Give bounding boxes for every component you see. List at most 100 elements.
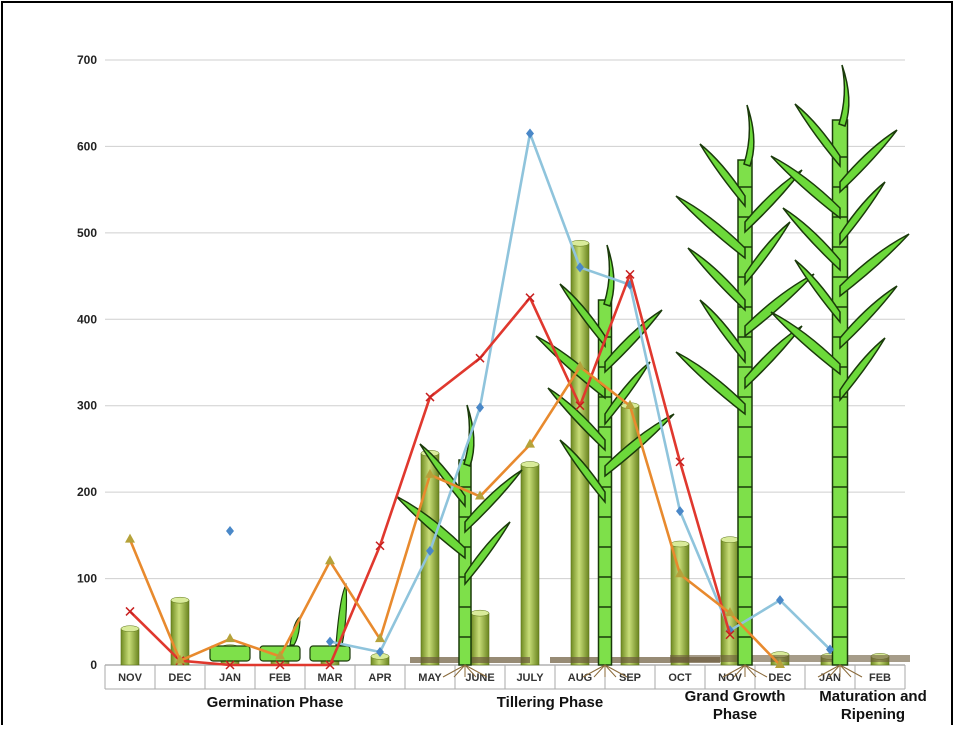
cane-leaf-icon [559,439,606,505]
x-tick-label: JAN [819,672,841,684]
triangle-point [475,490,485,500]
diamond-point [526,128,534,139]
x-point [125,606,135,616]
y-tick-label: 500 [77,226,97,240]
root-icon [604,664,617,678]
y-tick-label: 400 [77,312,97,326]
root-icon [604,664,628,678]
diamond-point [226,526,234,537]
phase-label-grand-growth: Grand Growth Phase [684,688,786,723]
x-point [575,401,585,411]
y-tick-label: 300 [77,399,97,413]
x-point [625,269,635,279]
diamond-point [826,644,834,655]
x-point [475,353,485,363]
triangle-point [175,654,185,664]
triangle-point [675,568,685,578]
cane-leaf-icon [547,387,606,452]
x-tick-label: NOV [118,672,143,684]
x-tick-label: FEB [269,672,291,684]
root-icon [722,664,746,678]
triangle-point [725,607,735,617]
cane-leaf-icon [794,103,841,169]
x-point [675,457,685,467]
x-tick-label: OCT [668,672,692,684]
cane-leaf-icon [559,283,606,349]
bar [420,452,440,666]
triangle-point [125,533,135,543]
cane-leaf-icon [770,155,841,220]
bar [520,464,540,666]
root-icon [828,664,841,678]
x-tick-label: FEB [869,672,891,684]
cane-tip-icon [463,404,475,467]
triangle-point [425,468,435,478]
triangle-point [225,633,235,643]
x-point [225,660,235,670]
root-icon [464,664,477,678]
cane-leaf-icon [675,351,746,416]
cane-leaf-icon [604,361,651,427]
root-icon [582,664,606,678]
soil-strip-icon [550,657,720,663]
root-icon [817,664,841,678]
phase-label-maturation: Maturation and Ripening [819,688,927,723]
root-icon [593,664,606,678]
phase-label-tillering: Tillering Phase [496,694,604,711]
cane-tip-icon [603,244,615,307]
bar [120,628,140,666]
diamond-point [426,545,434,556]
x-point [725,630,735,640]
bar-cap [170,596,190,604]
cane-leaf-icon [770,311,841,376]
diamond-point [326,636,334,647]
soil-strip-icon [670,655,910,662]
triangle-point [325,555,335,565]
cane-leaf-icon [464,521,511,587]
x-point [425,392,435,402]
root-icon [839,664,863,678]
diamond-point [376,647,384,658]
seed-sett-icon [209,645,251,662]
x-point [525,293,535,303]
phase-label-germination: Germination Phase [206,694,344,711]
y-tick-label: 200 [77,485,97,499]
cane-tip-icon [838,64,850,127]
cane-leaf-icon [744,221,791,287]
cane-leaf-icon [464,469,523,534]
x-point [275,660,285,670]
x-tick-label: DEC [768,672,791,684]
y-tick-label: 100 [77,572,97,586]
triangle-point [525,438,535,448]
diamond-point [776,595,784,606]
root-icon [744,664,757,678]
cane-leaf-icon [675,195,746,260]
cane-leaf-icon [687,247,746,312]
x-point [325,660,335,670]
cane-leaf-icon [839,337,886,403]
diamond-point [676,506,684,517]
series-line [128,365,781,666]
x-tick-label: JAN [219,672,241,684]
root-icon [839,664,852,678]
cane-leaf-icon [839,129,898,194]
cane-leaf-icon [604,309,663,374]
root-icon [453,664,466,678]
y-tick-label: 0 [90,658,97,672]
x-tick-label: SEP [619,672,641,684]
root-icon [744,664,768,678]
bar-cap [720,536,740,543]
cane-leaf-icon [839,181,886,247]
triangle-point [775,659,785,668]
cane-leaf-icon [744,325,803,390]
triangle-point [375,633,385,643]
diamond-point [476,402,484,413]
bar-cap [470,609,490,617]
triangle-point [575,360,585,370]
x-point [375,541,385,551]
plant-illustrations [209,64,910,678]
x-tick-label: APR [368,672,391,684]
cane-leaf-icon [744,169,803,234]
cane-leaf-icon [604,413,675,478]
